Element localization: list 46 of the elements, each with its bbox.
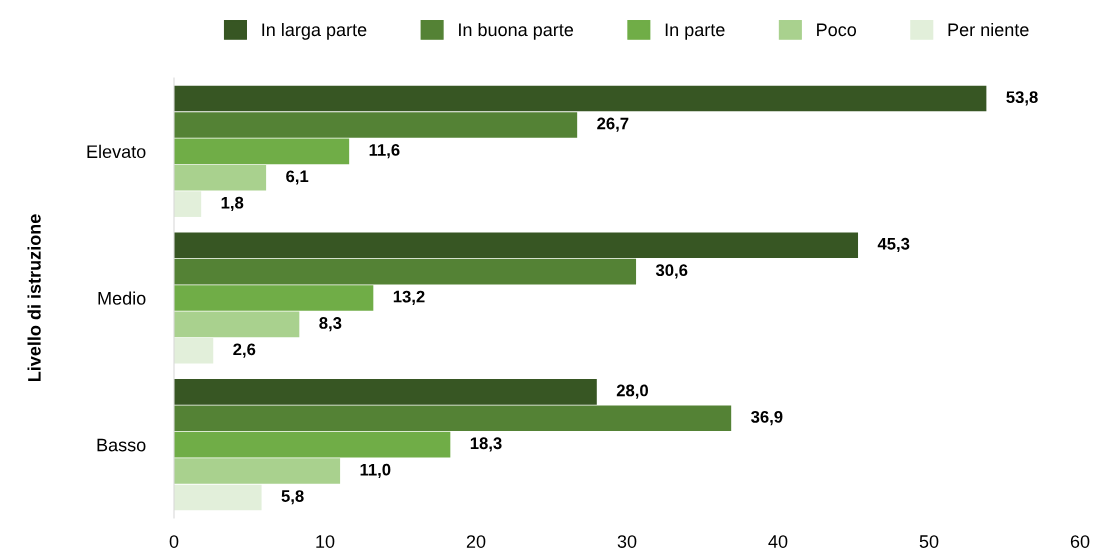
legend-label: In parte: [665, 23, 725, 40]
bar: [174, 405, 732, 432]
bar: [174, 138, 350, 165]
data-label: 8,3: [319, 317, 342, 332]
bar: [174, 112, 578, 138]
bar: [174, 85, 987, 112]
bar: [174, 311, 300, 338]
bar: [174, 232, 859, 258]
legend-label: Poco: [817, 23, 857, 37]
y-tick-label: Basso: [97, 438, 146, 452]
legend-label: In buona parte: [459, 22, 574, 40]
bar: [174, 484, 262, 511]
data-label: 36,9: [751, 410, 783, 426]
bar: [174, 258, 637, 285]
data-label: 6,1: [286, 170, 309, 185]
data-label: 5,8: [281, 490, 304, 505]
x-tick-label: 0: [169, 535, 179, 548]
bar: [174, 338, 214, 364]
x-tick-label: 40: [768, 535, 788, 548]
bar: [174, 285, 374, 311]
data-label: 1,8: [221, 196, 244, 212]
bar: [174, 191, 202, 217]
bar: [174, 379, 597, 405]
x-tick-label: 20: [466, 535, 486, 548]
x-tick-label: 60: [1070, 535, 1090, 548]
legend-label: Per niente: [948, 22, 1029, 37]
x-tick-label: 10: [316, 535, 335, 548]
y-axis-title: Livello di istruzione: [27, 214, 41, 382]
x-tick-label: 50: [919, 535, 939, 548]
data-label: 45,3: [877, 237, 910, 253]
data-label: 30,6: [655, 264, 688, 279]
bar: [174, 431, 451, 458]
data-label: 26,7: [597, 117, 629, 132]
y-tick-label: Elevato: [87, 144, 146, 159]
bar: [174, 458, 341, 484]
x-tick-label: 30: [617, 535, 637, 548]
data-label: 28,0: [616, 384, 648, 399]
data-label: 11,0: [360, 463, 391, 478]
data-label: 11,6: [369, 144, 400, 159]
data-label: 53,8: [1006, 91, 1038, 106]
bar: [174, 164, 267, 191]
legend-label: In larga parte: [262, 22, 367, 40]
data-label: 2,6: [233, 343, 256, 358]
data-label: 13,2: [393, 290, 425, 305]
y-tick-label: Medio: [98, 291, 146, 305]
data-label: 18,3: [470, 437, 502, 452]
